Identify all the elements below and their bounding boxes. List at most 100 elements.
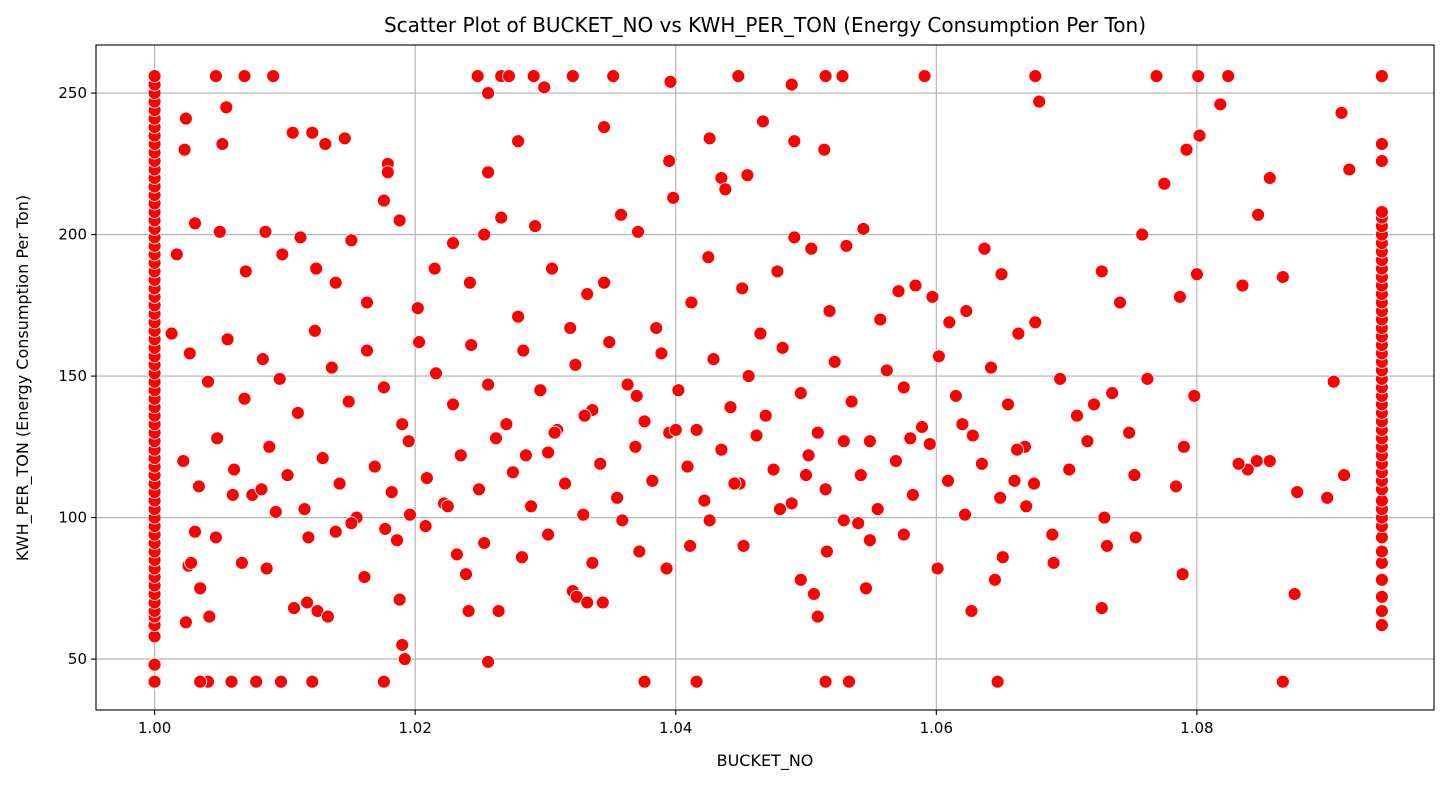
scatter-point <box>1032 94 1047 109</box>
scatter-point <box>280 468 295 483</box>
scatter-point <box>511 134 526 149</box>
scatter-point <box>662 154 677 168</box>
scatter-point <box>977 241 992 256</box>
plot-area-frame <box>95 44 1435 711</box>
scatter-point <box>1374 205 1389 219</box>
scatter-point <box>178 615 193 630</box>
scatter-point <box>659 561 674 576</box>
scatter-point <box>202 609 217 624</box>
scatter-point <box>505 465 520 480</box>
scatter-point <box>178 111 193 126</box>
scatter-point <box>859 581 873 596</box>
scatter-point <box>337 131 352 146</box>
scatter-point <box>1007 473 1022 488</box>
scatter-point <box>731 69 746 84</box>
scatter-point <box>1262 454 1277 468</box>
scatter-point <box>1028 315 1043 330</box>
scatter-point <box>580 287 595 301</box>
scatter-point <box>942 315 957 330</box>
scatter-point <box>357 570 372 584</box>
scatter-point <box>515 550 529 565</box>
scatter-point <box>201 374 215 389</box>
scatter-point <box>403 507 417 522</box>
scatter-point <box>941 473 955 488</box>
scatter-point <box>528 219 543 234</box>
scatter-point <box>905 487 920 502</box>
scatter-point <box>689 422 704 437</box>
scatter-point <box>683 538 698 553</box>
scatter-point <box>429 366 443 381</box>
scatter-point <box>632 544 647 559</box>
scatter-point <box>1127 468 1142 483</box>
scatter-point <box>565 69 580 84</box>
y-tick-label: 150 <box>58 367 87 385</box>
scatter-point <box>637 674 652 689</box>
scatter-point <box>376 380 391 395</box>
scatter-point <box>1113 295 1127 310</box>
scatter-point <box>931 349 946 364</box>
scatter-point <box>806 587 821 601</box>
scatter-point <box>258 224 273 239</box>
scatter-point <box>844 394 859 409</box>
scatter-point <box>1235 278 1250 293</box>
x-tick-label: 1.00 <box>138 719 171 737</box>
scatter-point <box>285 125 300 140</box>
scatter-point <box>412 335 427 350</box>
scatter-point <box>481 86 496 101</box>
x-tick-label: 1.06 <box>920 719 953 737</box>
scatter-point <box>1374 137 1389 151</box>
scatter-point <box>419 471 434 485</box>
scatter-point <box>1001 397 1015 412</box>
scatter-point <box>580 595 595 610</box>
scatter-point <box>915 420 929 434</box>
scatter-point <box>770 264 785 279</box>
scatter-point <box>793 386 808 401</box>
scatter-point <box>249 674 264 689</box>
scatter-point <box>384 485 399 500</box>
scatter-point <box>990 674 1005 689</box>
scatter-point <box>595 595 610 610</box>
scatter-point <box>305 674 320 689</box>
scatter-point <box>516 343 531 358</box>
y-tick-label: 100 <box>58 509 87 527</box>
scatter-point <box>266 69 281 84</box>
scatter-point <box>268 504 283 519</box>
scatter-point <box>547 425 562 440</box>
scatter-point <box>191 479 206 494</box>
scatter-point <box>177 142 192 157</box>
scatter-point <box>896 527 911 542</box>
scatter-point <box>1140 371 1155 386</box>
scatter-point <box>526 69 541 84</box>
scatter-point <box>367 459 382 474</box>
scatter-point <box>702 513 717 528</box>
scatter-point <box>332 476 347 491</box>
scatter-point <box>870 502 885 517</box>
scatter-point <box>873 312 888 327</box>
scatter-point <box>577 408 592 423</box>
scatter-point <box>697 493 712 508</box>
y-tick-label: 50 <box>68 650 87 668</box>
scatter-point <box>908 278 923 293</box>
scatter-point <box>1275 674 1290 689</box>
scatter-point <box>930 561 945 576</box>
scatter-point <box>965 428 980 443</box>
scatter-point <box>563 321 578 335</box>
scatter-point <box>1175 567 1190 582</box>
scatter-point <box>993 490 1008 505</box>
scatter-point <box>569 589 584 604</box>
scatter-point <box>851 516 866 531</box>
scatter-point <box>537 80 552 95</box>
scatter-point <box>1070 408 1084 423</box>
x-tick-label: 1.02 <box>398 719 431 737</box>
scatter-point <box>819 544 834 559</box>
scatter-point <box>628 439 643 454</box>
scatter-point <box>948 388 963 403</box>
scatter-point <box>1062 462 1077 477</box>
scatter-point <box>649 321 664 335</box>
scatter-point <box>680 459 695 474</box>
scatter-point <box>714 442 729 457</box>
scatter-point <box>784 496 799 511</box>
scatter-point <box>481 165 496 180</box>
scatter-point <box>1135 227 1150 242</box>
scatter-point <box>477 227 492 242</box>
